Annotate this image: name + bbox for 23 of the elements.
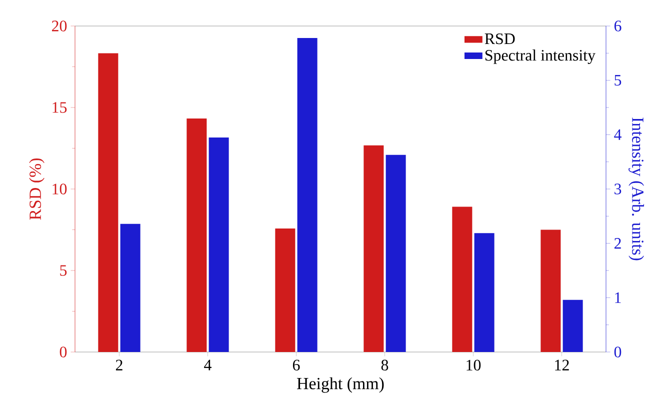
x-axis-title: Height (mm) xyxy=(297,377,384,393)
x-tick-label: 6 xyxy=(292,360,300,370)
y-tick-label: 15 xyxy=(52,102,67,113)
x-tick-label: 10 xyxy=(466,360,481,371)
y-tick-label: 5 xyxy=(60,265,67,276)
x-tick-label: 8 xyxy=(381,360,388,371)
y2-tick-label: 2 xyxy=(614,238,621,249)
y-tick-label: 20 xyxy=(52,20,67,32)
y2-tick-label: 3 xyxy=(614,184,622,194)
x-tick-label: 2 xyxy=(116,360,122,370)
y-axis-title: RSD (%) xyxy=(29,158,44,220)
y2-tick-label: 0 xyxy=(614,346,622,358)
x-tick-label: 4 xyxy=(204,360,212,370)
y-tick-label: 0 xyxy=(60,346,67,358)
legend-label: Spectral intensity xyxy=(485,49,596,64)
legend-label: RSD xyxy=(484,33,515,44)
y2-tick-label: 4 xyxy=(614,129,622,140)
y2-tick-label: 6 xyxy=(614,20,622,32)
y2-tick-label: 1 xyxy=(615,292,621,303)
y-tick-label: 10 xyxy=(52,184,67,194)
x-tick-label: 12 xyxy=(555,360,569,370)
y2-axis-title: Intensity (Arb. units) xyxy=(628,118,644,260)
y2-tick-label: 5 xyxy=(614,75,622,86)
